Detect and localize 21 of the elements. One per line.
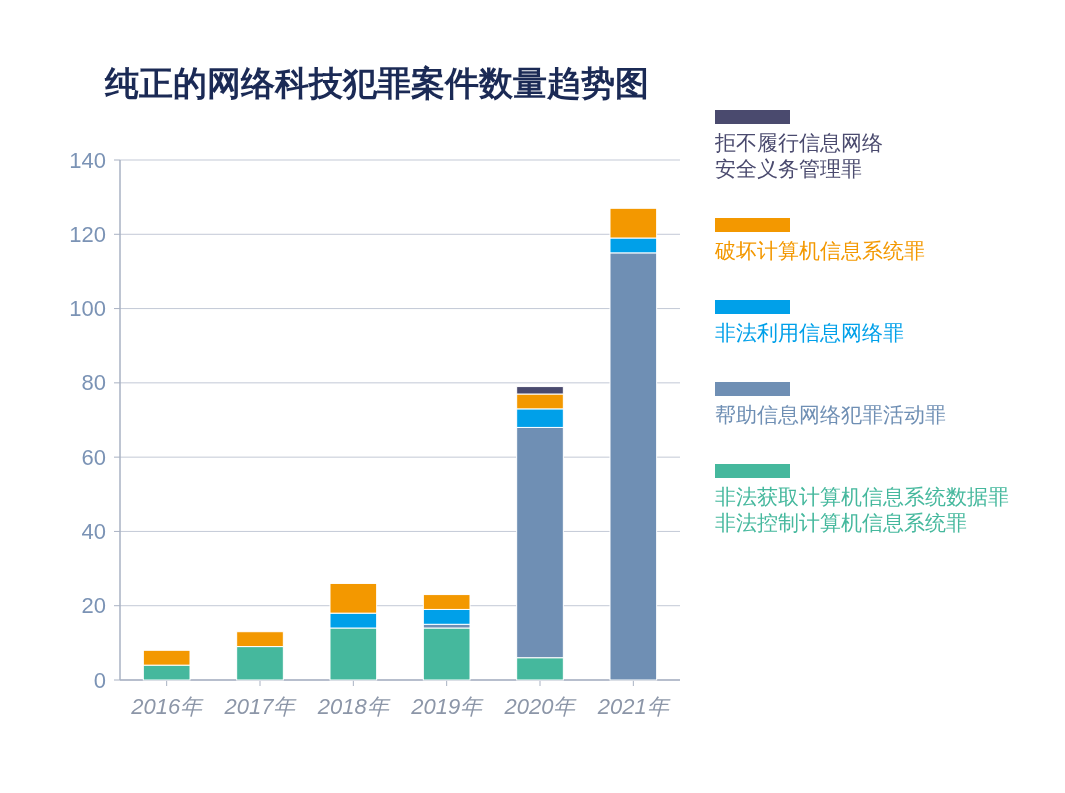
legend-label: 破坏计算机信息系统罪 (714, 239, 925, 262)
legend-label: 非法利用信息网络罪 (715, 321, 904, 344)
y-tick-label: 140 (69, 147, 106, 173)
y-tick-label: 60 (81, 444, 106, 470)
y-tick-label: 80 (81, 370, 106, 396)
y-tick-label: 0 (93, 667, 106, 693)
legend-label: 非法获取计算机信息系统数据罪非法控制计算机信息系统罪 (715, 485, 1009, 534)
x-tick-label: 2019年 (410, 694, 485, 719)
x-tick-label: 2017年 (223, 694, 298, 719)
y-tick-label: 40 (81, 518, 106, 544)
y-tick-label: 20 (81, 593, 106, 619)
x-tick-label: 2020年 (503, 694, 578, 719)
x-tick-label: 2021年 (596, 694, 671, 719)
legend-label: 拒不履行信息网络安全义务管理罪 (714, 131, 883, 180)
x-tick-label: 2018年 (316, 694, 391, 719)
chart-title: 纯正的网络科技犯罪案件数量趋势图 (104, 64, 649, 102)
legend-label: 帮助信息网络犯罪活动罪 (715, 403, 946, 426)
bar (422, 627, 471, 681)
y-tick-label: 120 (69, 221, 106, 247)
y-tick-label: 100 (69, 296, 106, 322)
x-tick-label: 2016年 (130, 694, 205, 719)
